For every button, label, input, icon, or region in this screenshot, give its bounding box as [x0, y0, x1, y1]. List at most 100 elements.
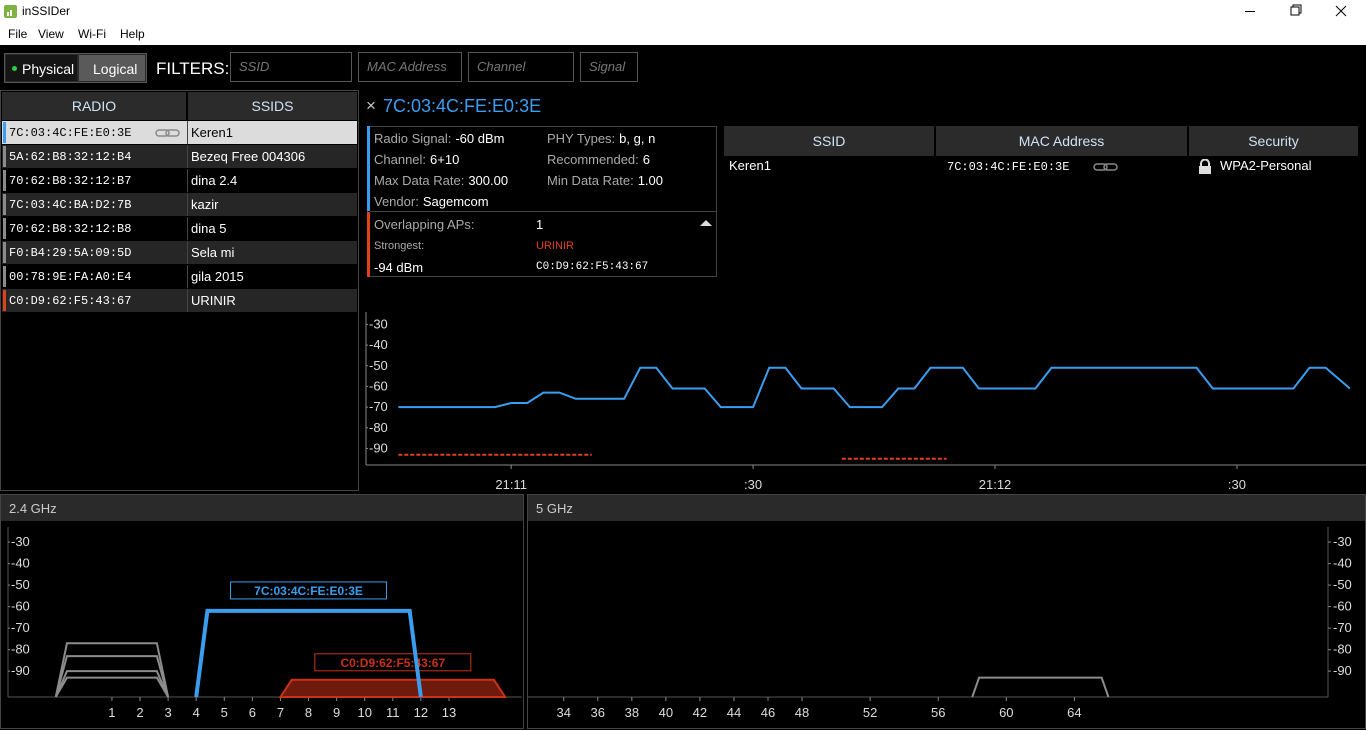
row-color-bar	[3, 170, 6, 191]
field-label: Vendor:	[374, 194, 419, 209]
detail-field: Recommended: 6	[547, 152, 650, 167]
row-color-bar	[3, 242, 6, 263]
detail-field: Max Data Rate: 300.00	[374, 173, 508, 188]
filters-label: FILTERS:	[156, 59, 230, 78]
window-controls[interactable]	[1230, 0, 1366, 23]
x-tick-label: :30	[1228, 477, 1246, 492]
security-cell: WPA2-Personal	[1220, 158, 1312, 173]
filter-input[interactable]: Signal	[580, 52, 638, 82]
table-row[interactable]: 7C:03:4C:BA:D2:7B kazir	[2, 193, 357, 216]
ssid-cell: Keren1	[191, 125, 233, 140]
row-color-bar	[3, 218, 6, 239]
logical-button[interactable]: Logical	[79, 55, 145, 81]
detail-field: Radio Signal: -60 dBm	[374, 131, 504, 146]
menu-item[interactable]: Wi-Fi	[78, 27, 106, 41]
field-value: 300.00	[468, 173, 509, 188]
menu-item[interactable]: View	[38, 27, 64, 41]
signal-line	[398, 366, 1351, 409]
x-tick-label: 21:12	[979, 477, 1012, 492]
radio-cell: 7C:03:4C:FE:E0:3E	[9, 126, 132, 140]
details-box: Overlapping APs: 1 Strongest: URINIR -94…	[367, 126, 717, 277]
filter-input[interactable]: MAC Address	[358, 52, 462, 82]
strongest-ssid: URINIR	[536, 240, 574, 252]
overlap-label: Overlapping APs:	[374, 217, 475, 232]
y-tick-label: -90	[369, 440, 388, 455]
table-row[interactable]: 00:78:9E:FA:A0:E4 gila 2015	[2, 265, 357, 288]
field-value: b, g, n	[619, 131, 656, 146]
field-value: -60 dBm	[455, 131, 505, 146]
ssid-cell: kazir	[191, 197, 219, 212]
radio-cell: 5A:62:B8:32:12:B4	[9, 150, 132, 164]
overlap-bar	[367, 212, 370, 277]
panel-header	[1, 495, 523, 521]
cell-divider	[187, 193, 188, 216]
mode-toggle: Physical Logical	[4, 53, 147, 83]
column-header[interactable]: MAC Address	[936, 126, 1187, 156]
strongest-label: Strongest:	[374, 240, 425, 252]
cell-divider	[187, 241, 188, 264]
table-row[interactable]: 5A:62:B8:32:12:B4 Bezeq Free 004306	[2, 145, 357, 168]
table-row[interactable]: 70:62:B8:32:12:B8 dina 5	[2, 217, 357, 240]
detail-field: Min Data Rate: 1.00	[547, 173, 663, 188]
field-label: Min Data Rate:	[547, 173, 634, 188]
link-icon	[155, 129, 180, 137]
table-row[interactable]: F0:B4:29:5A:09:5D Sela mi	[2, 241, 357, 264]
detail-field: Vendor: Sagemcom	[374, 194, 489, 209]
filter-input[interactable]: Channel	[468, 52, 574, 82]
strongest-mac: C0:D9:62:F5:43:67	[536, 261, 649, 273]
details-title: 7C:03:4C:FE:E0:3E	[383, 96, 542, 116]
x-tick-label: 21:11	[495, 477, 527, 492]
panel-header	[528, 495, 1365, 521]
cell-divider	[187, 121, 188, 144]
menu-item[interactable]: File	[8, 27, 28, 41]
field-label: PHY Types:	[547, 131, 616, 146]
cell-divider	[187, 169, 188, 192]
close-button[interactable]: ×	[366, 96, 376, 115]
row-color-bar	[3, 194, 6, 215]
field-label: Radio Signal:	[374, 131, 452, 146]
radio-cell: 70:62:B8:32:12:B7	[9, 174, 132, 188]
detail-field: PHY Types: b, g, n	[547, 131, 655, 146]
y-tick-label: -80	[369, 420, 388, 435]
table-row[interactable]: 7C:03:4C:FE:E0:3E Keren1	[2, 121, 357, 144]
mode-label: Logical	[93, 61, 138, 77]
radio-cell: C0:D9:62:F5:43:67	[9, 294, 132, 308]
physical-button[interactable]: Physical	[6, 55, 77, 81]
ssid-cell: Keren1	[729, 158, 771, 173]
menu-item[interactable]: Help	[120, 27, 145, 41]
row-color-bar	[3, 146, 6, 167]
row-color-bar	[3, 290, 6, 311]
ssid-cell: dina 2.4	[191, 173, 238, 188]
field-label: Channel:	[374, 152, 427, 167]
cell-divider	[187, 289, 188, 312]
table-row[interactable]: 70:62:B8:32:12:B7 dina 2.4	[2, 169, 357, 192]
ssid-cell: gila 2015	[191, 269, 244, 284]
band-panel: 5 GHz	[527, 494, 1366, 729]
overlap-count: 1	[536, 217, 544, 232]
column-header[interactable]: SSID	[724, 126, 934, 156]
field-label: Recommended:	[547, 152, 639, 167]
column-header[interactable]: RADIO	[2, 92, 186, 120]
cell-divider	[187, 265, 188, 288]
column-header[interactable]: SSIDS	[188, 92, 357, 120]
column-header[interactable]: Security	[1189, 126, 1358, 156]
filter-input[interactable]: SSID	[230, 52, 352, 82]
status-dot	[12, 66, 17, 71]
radio-cell: 7C:03:4C:BA:D2:7B	[9, 198, 132, 212]
ssid-cell: dina 5	[191, 221, 227, 236]
app-icon	[4, 5, 17, 18]
collapse-toggle[interactable]	[700, 219, 712, 227]
band-panel: 2.4 GHz	[0, 494, 524, 729]
table-row[interactable]: C0:D9:62:F5:43:67 URINIR	[2, 289, 357, 312]
y-tick-label: -70	[369, 399, 388, 414]
lock-icon	[1199, 159, 1211, 174]
divider	[370, 211, 716, 212]
cell-divider	[187, 145, 188, 168]
cell-divider	[187, 217, 188, 240]
window-title: inSSIDer	[22, 4, 71, 18]
y-tick-label: -40	[369, 337, 388, 352]
detail-field: Channel: 6+10	[374, 152, 459, 167]
panel-title: 5 GHz	[536, 501, 573, 516]
ssid-table: SSID MAC Address Security Keren1 7C:03:4…	[724, 126, 1358, 186]
